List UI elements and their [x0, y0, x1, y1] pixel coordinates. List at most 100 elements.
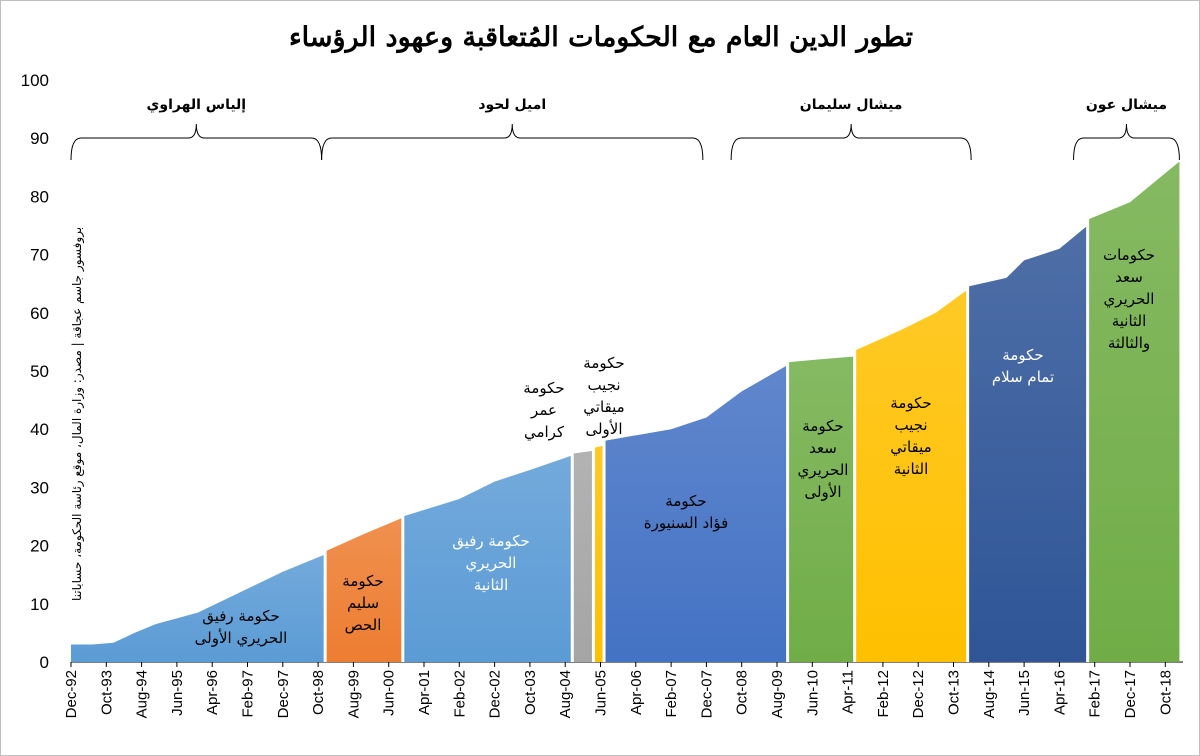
area-5	[604, 365, 788, 662]
president-name: إلياس الهراوي	[147, 97, 247, 114]
chart-title: تطور الدين العام مع الحكومات المُتعاقبة …	[289, 22, 914, 54]
area-3	[572, 450, 594, 662]
x-tick-label: Dec-07	[698, 670, 715, 718]
government-label-line: فؤاد السنيورة	[644, 514, 729, 532]
government-label-line: حكومة	[890, 394, 931, 412]
government-label: حكومة عمر كرامي	[523, 379, 565, 442]
x-tick-label: Dec-92	[63, 670, 80, 718]
x-tick-label: Feb-97	[240, 670, 257, 718]
government-label-line: حكومة	[802, 417, 843, 435]
x-tick-label: Feb-12	[875, 670, 892, 718]
president-bracket	[321, 123, 704, 161]
government-label-line: الثانية	[894, 460, 929, 478]
government-label-line: الأولى	[804, 482, 841, 501]
area-1	[325, 517, 403, 662]
government-label-line: سعد	[1115, 268, 1143, 286]
x-tick-label: Feb-02	[451, 670, 468, 718]
x-tick-label: Oct-13	[946, 670, 963, 715]
government-label-line: حكومة	[342, 572, 383, 590]
y-tick-label: 90	[30, 129, 49, 148]
x-tick-label: Jun-05	[593, 670, 610, 716]
government-label-line: الحريري	[798, 461, 849, 480]
government-label-line: نجيب	[587, 376, 620, 394]
government-label-line: سعد	[809, 439, 837, 457]
government-label-line: حكومة	[583, 354, 624, 372]
government-label-line: الحريري	[466, 554, 517, 573]
government-label-line: حكومة	[665, 492, 706, 510]
x-tick-label: Oct-98	[310, 670, 327, 715]
area-8	[967, 225, 1088, 662]
president-name: اميل لحود	[478, 97, 546, 113]
y-tick-label: 30	[30, 478, 49, 497]
government-label-line: الحريري الأولى	[195, 628, 288, 648]
government-label-line: حكومة رفيق	[202, 607, 280, 625]
x-tick-label: Jun-95	[169, 670, 186, 716]
x-tick-label: Aug-09	[769, 670, 786, 718]
x-tick-label: Apr-06	[628, 670, 645, 715]
government-label-line: ميقاتي	[890, 438, 931, 457]
x-tick-label: Aug-99	[345, 670, 362, 718]
government-label-line: حكومة	[523, 379, 564, 397]
government-label-line: والثالثة	[1108, 334, 1150, 352]
government-label-line: الحريري	[1104, 290, 1155, 309]
government-label-line: الأولى	[585, 419, 622, 438]
area-0	[71, 554, 326, 662]
government-label: حكومة رفيق الحريري الثانية	[452, 532, 530, 594]
president-bracket	[730, 123, 972, 161]
y-tick-label: 40	[30, 420, 49, 439]
x-tick-label: Oct-18	[1157, 670, 1174, 715]
x-tick-label: Feb-17	[1087, 670, 1104, 718]
area-7	[854, 289, 968, 662]
x-tick-label: Jun-00	[381, 670, 398, 716]
government-label-line: ميقاتي	[583, 398, 624, 417]
government-label-line: الثانية	[1112, 312, 1147, 330]
x-tick-label: Dec-17	[1122, 670, 1139, 718]
government-label: حكومات سعد الحريري الثانية والثالثة	[1103, 246, 1155, 352]
government-label: حكومة فؤاد السنيورة	[644, 492, 729, 532]
x-tick-label: Aug-14	[981, 670, 998, 718]
president-name: ميشال سليمان	[800, 97, 903, 113]
x-tick-label: Dec-97	[275, 670, 292, 718]
government-label-line: الحص	[345, 616, 382, 634]
y-tick-label: 50	[30, 362, 49, 381]
y-tick-label: 70	[30, 246, 49, 265]
government-label-line: تمام سلام	[992, 368, 1054, 386]
government-label: حكومة نجيب ميقاتي الثانية	[890, 394, 931, 478]
president-name: ميشال عون	[1086, 97, 1167, 113]
government-label-line: حكومة رفيق	[452, 532, 530, 550]
y-tick-label: 100	[21, 71, 49, 90]
president-bracket	[1073, 123, 1180, 161]
area-9	[1087, 161, 1180, 663]
government-label: حكومة نجيب ميقاتي الأولى	[583, 354, 624, 438]
government-label-line: الثانية	[474, 576, 509, 594]
x-tick-label: Oct-93	[98, 670, 115, 715]
area-4	[593, 445, 605, 662]
x-tick-label: Dec-02	[487, 670, 504, 718]
y-tick-label: 10	[30, 595, 49, 614]
x-tick-label: Aug-04	[557, 670, 574, 718]
x-tick-label: Apr-16	[1051, 670, 1068, 715]
government-label: حكومة سعد الحريري الأولى	[798, 417, 849, 501]
y-tick-label: 20	[30, 537, 49, 556]
area-2	[402, 455, 573, 662]
x-tick-label: Oct-08	[734, 670, 751, 715]
x-tick-label: Oct-03	[522, 670, 539, 715]
government-label-line: كرامي	[524, 423, 565, 442]
y-tick-label: 80	[30, 187, 49, 206]
government-label-line: سليم	[347, 594, 379, 612]
y-tick-label: 60	[30, 304, 49, 323]
x-tick-label: Jun-15	[1016, 670, 1033, 716]
area-6	[787, 356, 855, 662]
government-label-line: عمر	[530, 401, 557, 419]
source-note: بروفسور جاسم عجاقة | مصدر: وزارة المال، …	[70, 227, 85, 601]
y-tick-label: 0	[40, 653, 49, 672]
government-label-line: حكومة	[1002, 346, 1043, 364]
government-label: حكومة رفيق الحريري الأولى	[195, 607, 288, 648]
government-label-line: حكومات	[1103, 246, 1155, 264]
x-tick-label: Apr-11	[840, 670, 857, 714]
x-tick-label: Feb-07	[663, 670, 680, 718]
x-tick-label: Apr-96	[204, 670, 221, 715]
x-tick-label: Apr-01	[416, 670, 433, 715]
